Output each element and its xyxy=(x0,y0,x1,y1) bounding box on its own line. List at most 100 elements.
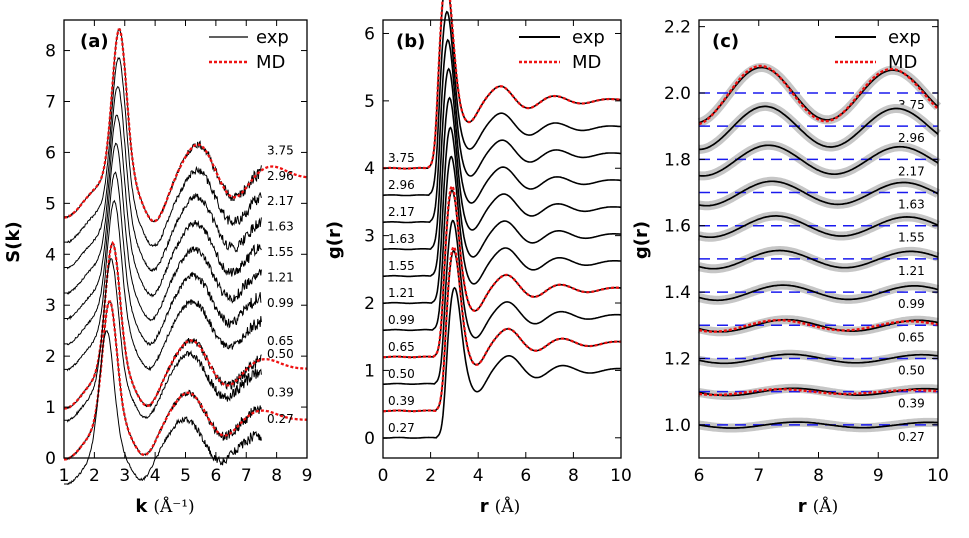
curve-label: 0.65 xyxy=(898,330,925,344)
exp-curve xyxy=(64,28,262,223)
exp-curve xyxy=(382,10,622,197)
curve-label: 1.55 xyxy=(388,259,415,273)
curve-label: 1.55 xyxy=(267,245,294,259)
exp-curve xyxy=(382,67,622,251)
x-tick-label: 4 xyxy=(150,466,161,486)
x-tick-label: 6 xyxy=(520,466,531,486)
panel-a-plot-area: 3.75 2.96 2.17 1.63 1.55 1.21 0.99 0.650.50 0.39… xyxy=(63,28,308,485)
exp-curve xyxy=(698,215,939,239)
curve-label: 1.63 xyxy=(388,232,415,246)
curve-label: 1.21 xyxy=(267,270,294,284)
uncertainty-band xyxy=(697,63,942,127)
legend-exp-label: exp xyxy=(888,27,921,48)
panel-a: 3.75 2.96 2.17 1.63 1.55 1.21 0.99 0.650.50 0.39… xyxy=(3,19,312,517)
y-tick-label: 1.4 xyxy=(664,283,691,303)
exp-curve xyxy=(383,249,621,412)
exp-curve xyxy=(64,86,262,273)
y-tick-label: 1.8 xyxy=(664,150,691,170)
exp-curve xyxy=(64,56,262,248)
exp-curve xyxy=(698,66,939,124)
x-tick-label: 7 xyxy=(241,466,252,486)
panel-c-plot-area: 3.752.962.171.631.551.210.990.650.500.39… xyxy=(697,63,942,444)
exp-curve xyxy=(698,353,939,365)
panel-c-y-axis-label: g(r) xyxy=(631,221,652,259)
curve-label: 0.39 xyxy=(388,394,415,408)
exp-curve xyxy=(698,284,939,302)
y-tick-label: 3 xyxy=(364,227,375,247)
curve-label: 0.99 xyxy=(898,297,925,311)
y-tick-label: 1.6 xyxy=(664,217,691,237)
legend-md-label: MD xyxy=(572,52,601,73)
exp-curve xyxy=(64,257,262,423)
exp-curve xyxy=(64,199,262,372)
exp-curve xyxy=(698,421,939,429)
x-tick-label: 7 xyxy=(753,466,764,486)
curve-label: 1.63 xyxy=(267,219,294,233)
y-tick-label: 5 xyxy=(364,92,375,112)
panel-a-y-axis-label: S(k) xyxy=(3,221,24,262)
panel-b-label: (b) xyxy=(396,31,425,52)
exp-curve xyxy=(64,330,262,485)
x-tick-label: 2 xyxy=(89,466,100,486)
exp-curve xyxy=(64,171,262,346)
curve-label: 1.63 xyxy=(898,198,925,212)
exp-curve xyxy=(383,219,621,385)
exp-curve xyxy=(699,105,939,151)
exp-curve xyxy=(698,144,939,177)
curve-label: 0.27 xyxy=(388,421,415,435)
x-tick-label: 10 xyxy=(927,466,949,486)
exp-curve xyxy=(382,126,621,305)
legend-md-label: MD xyxy=(888,52,917,73)
panel-b-y-axis-label: g(r) xyxy=(324,221,345,259)
y-tick-label: 2 xyxy=(45,347,56,367)
panel-b-ticks: 0 2 4 6 8 10 0 1 2 3 4 5 6 xyxy=(364,20,632,486)
exp-curve xyxy=(698,180,939,207)
curve-label: 0.65 xyxy=(388,340,415,354)
curve-label: 0.50 xyxy=(267,347,294,361)
panel-b-legend: exp MD xyxy=(519,27,605,73)
curve-label: 2.17 xyxy=(267,194,294,208)
curve-label: 0.65 xyxy=(267,334,294,348)
curve-label: 0.27 xyxy=(898,430,925,444)
curve-label: 0.99 xyxy=(267,296,294,310)
y-tick-label: 2.0 xyxy=(664,84,691,104)
exp-curve xyxy=(383,286,621,439)
x-tick-label: 10 xyxy=(610,466,632,486)
curve-label: 1.55 xyxy=(898,231,925,245)
curve-label: 0.99 xyxy=(388,313,415,327)
x-tick-label: 8 xyxy=(271,466,282,486)
md-curve xyxy=(698,319,939,333)
y-tick-label: 1.0 xyxy=(664,416,691,436)
exp-curve xyxy=(382,38,622,224)
legend-exp-label: exp xyxy=(572,27,605,48)
exp-curve xyxy=(382,96,621,278)
y-tick-label: 2.2 xyxy=(664,18,691,38)
y-tick-label: 6 xyxy=(45,143,56,163)
curve-label: 0.27 xyxy=(267,412,294,426)
exp-curve xyxy=(382,155,621,332)
x-tick-label: 9 xyxy=(873,466,884,486)
panel-a-label: (a) xyxy=(80,31,109,52)
y-tick-label: 1.2 xyxy=(664,349,691,369)
md-curve xyxy=(383,245,621,413)
y-tick-label: 4 xyxy=(45,245,56,265)
x-tick-label: 6 xyxy=(210,466,221,486)
x-tick-label: 3 xyxy=(119,466,130,486)
panel-b-frame xyxy=(382,19,622,459)
x-tick-label: 1 xyxy=(59,466,70,486)
y-tick-label: 3 xyxy=(45,296,56,316)
curve-label: 1.21 xyxy=(898,264,925,278)
exp-curve xyxy=(698,387,939,397)
y-tick-label: 6 xyxy=(364,24,375,44)
panel-c-ticks: 6 7 8 9 10 1.0 1.2 1.4 1.6 1.8 2.0 2.2 xyxy=(664,18,949,486)
panel-c-legend: exp MD xyxy=(835,27,921,73)
x-tick-label: 0 xyxy=(378,466,389,486)
x-tick-label: 6 xyxy=(694,466,705,486)
y-tick-label: 8 xyxy=(45,42,56,62)
y-tick-label: 2 xyxy=(364,294,375,314)
panel-b: 3.75 2.96 2.17 1.63 1.55 1.21 0.99 0.65 0.50 0.39… xyxy=(324,0,632,517)
x-tick-label: 5 xyxy=(180,466,191,486)
curve-label: 0.50 xyxy=(388,367,415,381)
curve-label: 2.96 xyxy=(267,169,294,183)
